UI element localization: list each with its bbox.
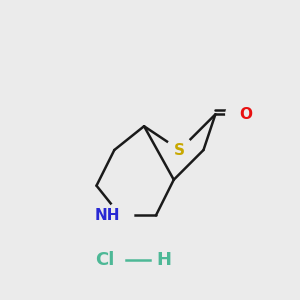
Text: S: S xyxy=(174,142,185,158)
Circle shape xyxy=(226,101,253,128)
Text: H: H xyxy=(156,251,171,269)
Text: O: O xyxy=(239,107,252,122)
Circle shape xyxy=(107,202,134,229)
Circle shape xyxy=(166,136,193,164)
Text: NH: NH xyxy=(95,208,120,223)
Text: Cl: Cl xyxy=(95,251,114,269)
